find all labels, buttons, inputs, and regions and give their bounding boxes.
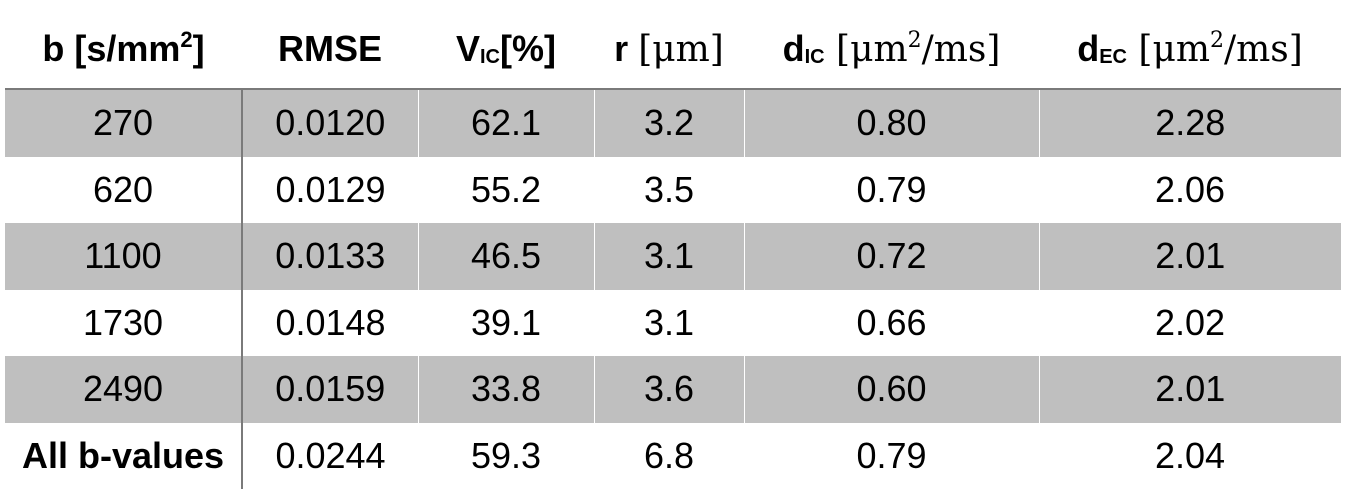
cell-b-value: 1730 — [5, 289, 243, 356]
cell-r: 3.5 — [643, 168, 695, 210]
cell-d-ec: 2.28 — [1039, 89, 1341, 157]
cell-d-ic: 0.60 — [744, 356, 1040, 423]
cell-d-ic: 0.80 — [744, 89, 1040, 157]
cell-v-ic: 62.1 — [418, 89, 595, 157]
cell-b-value: 1100 — [5, 223, 243, 290]
header-r: r [μm] — [594, 10, 744, 90]
cell-r: 3.2 — [594, 89, 745, 157]
cell-rmse: 0.0129 — [275, 168, 386, 210]
cell-r: 6.8 — [643, 434, 695, 476]
cell-rmse: 0.0159 — [242, 356, 419, 423]
cell-b-value: All b-values — [5, 422, 243, 489]
header-row: b [s/mm2] RMSE VIC[%] r [μm] dIC [μm2/ms… — [5, 10, 1341, 90]
cell-d-ec: 2.04 — [1154, 434, 1226, 476]
cell-r: 3.1 — [643, 301, 695, 343]
cell-v-ic: 39.1 — [470, 301, 542, 343]
cell-d-ic: 0.66 — [856, 301, 927, 343]
cell-v-ic: 33.8 — [418, 356, 595, 423]
header-v-ic: VIC[%] — [418, 10, 594, 90]
cell-rmse: 0.0148 — [275, 301, 386, 343]
cell-b-value: 620 — [5, 156, 243, 223]
header-rmse: RMSE — [242, 10, 418, 90]
table-row: 620 0.0129 55.2 3.5 0.79 2.06 — [5, 156, 1341, 223]
cell-r: 3.6 — [594, 356, 745, 423]
cell-d-ec: 2.06 — [1154, 168, 1226, 210]
cell-r: 3.1 — [594, 223, 745, 290]
cell-b-value: 270 — [5, 89, 243, 157]
table-row-all-b-values: All b-values 0.0244 59.3 6.8 0.79 2.04 — [5, 422, 1341, 489]
cell-d-ic: 0.79 — [856, 168, 927, 210]
cell-v-ic: 46.5 — [418, 223, 595, 290]
cell-d-ec: 2.01 — [1039, 223, 1341, 290]
cell-rmse: 0.0120 — [242, 89, 419, 157]
results-table: b [s/mm2] RMSE VIC[%] r [μm] dIC [μm2/ms… — [5, 10, 1341, 489]
table-row: 270 0.0120 62.1 3.2 0.80 2.28 — [5, 89, 1341, 157]
cell-rmse: 0.0244 — [275, 434, 386, 476]
cell-b-value: 2490 — [5, 356, 243, 423]
header-d-ec: dEC [μm2/ms] — [1039, 10, 1341, 90]
cell-d-ec: 2.02 — [1154, 301, 1226, 343]
cell-d-ic: 0.72 — [744, 223, 1040, 290]
cell-v-ic: 59.3 — [470, 434, 542, 476]
cell-rmse: 0.0133 — [242, 223, 419, 290]
table-row: 1730 0.0148 39.1 3.1 0.66 2.02 — [5, 289, 1341, 356]
cell-d-ec: 2.01 — [1039, 356, 1341, 423]
header-b-value: b [s/mm2] — [5, 10, 242, 90]
table-row: 1100 0.0133 46.5 3.1 0.72 2.01 — [5, 223, 1341, 290]
table-row: 2490 0.0159 33.8 3.6 0.60 2.01 — [5, 356, 1341, 423]
header-d-ic: dIC [μm2/ms] — [744, 10, 1039, 90]
cell-v-ic: 55.2 — [470, 168, 542, 210]
cell-d-ic: 0.79 — [856, 434, 927, 476]
